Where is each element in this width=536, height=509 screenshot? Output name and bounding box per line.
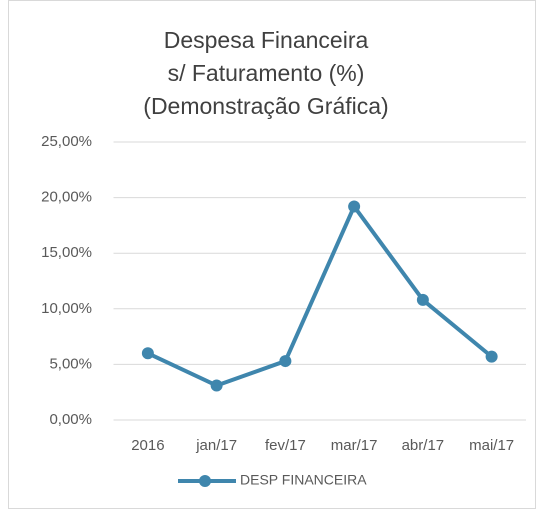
y-tick-label: 0,00%: [49, 411, 92, 428]
chart-title: s/ Faturamento (%): [168, 60, 365, 86]
x-tick-label: abr/17: [402, 437, 445, 454]
data-point: [279, 355, 292, 368]
y-tick-label: 15,00%: [41, 244, 92, 261]
chart-border: [8, 0, 536, 509]
y-tick-label: 10,00%: [41, 300, 92, 317]
data-point: [348, 200, 361, 213]
x-tick-label: 2016: [131, 437, 164, 454]
chart-title: (Demonstração Gráfica): [143, 93, 388, 119]
data-point: [416, 293, 429, 306]
x-tick-label: fev/17: [265, 437, 306, 454]
chart-title: Despesa Financeira: [164, 27, 369, 53]
y-tick-label: 20,00%: [41, 189, 92, 206]
legend-marker: [199, 475, 211, 487]
y-tick-label: 5,00%: [49, 355, 92, 372]
data-point: [141, 347, 154, 360]
data-point: [210, 379, 223, 392]
legend-label: DESP FINANCEIRA: [240, 472, 367, 488]
x-tick-label: jan/17: [195, 437, 237, 454]
x-tick-label: mar/17: [331, 437, 378, 454]
data-point: [485, 350, 498, 363]
x-tick-label: mai/17: [469, 437, 514, 454]
y-tick-label: 25,00%: [41, 133, 92, 150]
data-line: [147, 204, 493, 388]
